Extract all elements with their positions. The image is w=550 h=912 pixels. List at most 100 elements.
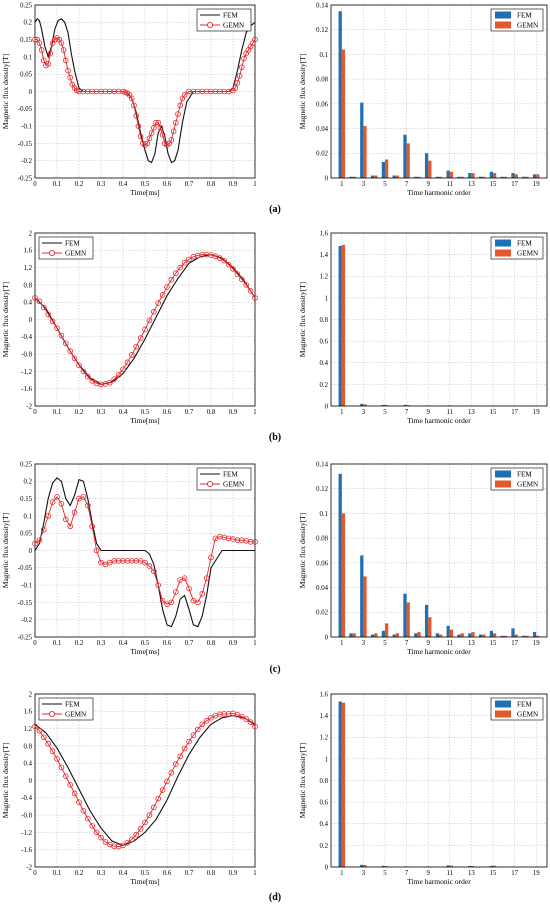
data-point-gemn [32,540,38,547]
data-point-gemn [58,764,65,771]
data-point-gemn [38,47,45,53]
x-tick-label: 0.3 [97,181,106,188]
bar-fem [468,633,472,637]
legend-swatch-fem [495,11,511,19]
y-tick-label: -2 [26,403,32,410]
data-point-gemn [186,256,192,263]
data-point-gemn [252,295,258,301]
y-tick-label: -0.8 [21,813,32,820]
data-point-gemn [115,372,122,378]
y-tick-label: -0.1 [21,124,32,131]
data-point-gemn [45,740,51,747]
data-point-gemn [107,88,113,95]
y-tick-label: -0.2 [21,158,32,165]
data-point-gemn [236,73,243,79]
bar-fem [360,555,364,637]
y-tick-label: -1.2 [21,830,32,837]
x-tick-label: 19 [533,181,540,188]
data-point-gemn [124,839,131,846]
data-point-gemn [80,368,87,375]
y-tick-label: -1.2 [21,369,32,376]
data-point-gemn [71,790,78,797]
data-point-gemn [243,282,250,288]
y-tick-label: 0.05 [20,72,32,79]
x-tick-label: 0.6 [163,409,172,416]
data-point-gemn [159,131,166,138]
data-point-gemn [58,332,65,339]
bar-gemn [417,632,421,637]
legend: FEM GEMN [38,697,94,721]
x-tick-label: 3 [362,409,366,416]
x-tick-label: 1 [340,181,343,188]
y-tick-label: -0.2 [21,617,32,624]
bar-gemn [536,635,540,637]
y-tick-label: 0.15 [20,496,32,503]
bar-gemn [417,176,421,178]
data-point-gemn [170,128,177,135]
data-point-gemn [234,537,241,543]
data-point-gemn [195,599,201,606]
x-tick-label: 0.9 [229,870,238,877]
data-point-gemn [164,284,170,290]
data-point-gemn [190,732,197,738]
x-tick-label: 0.6 [163,181,172,188]
data-point-gemn [54,494,60,500]
x-axis-label: Time harmonic order [407,416,471,425]
x-tick-label: 3 [362,640,366,647]
bar-gemn [493,173,497,178]
y-tick-label: 0.14 [316,2,328,9]
data-point-gemn [181,745,188,752]
data-point-gemn [115,88,122,95]
data-point-gemn [85,815,91,822]
legend-swatch-gemn [495,249,511,257]
bar-gemn [395,175,400,178]
time-chart-d-time: 0 0.1 0.2 0.3 0.4 0.5 0.6 0.7 0.8 0.9 1 -2 -1.6 -1.2 -… [1,691,258,886]
y-tick-label: 0.04 [316,585,328,592]
data-point-gemn [80,88,87,95]
data-point-gemn [146,135,153,142]
y-tick-label: -0.4 [21,334,32,341]
bar-fem [360,403,364,406]
bar-gemn [363,404,367,406]
bar-gemn [374,175,378,178]
data-point-gemn [199,251,206,258]
legend-label-fem: FEM [517,240,532,248]
legend-label-gemn: GEMN [517,22,539,30]
bar-fem [403,593,407,637]
y-tick-label: 0.15 [20,37,32,44]
x-tick-label: 0.5 [141,181,150,188]
data-point-gemn [247,719,254,725]
data-point-gemn [159,597,166,604]
data-point-gemn [239,64,245,71]
data-point-gemn [58,500,65,507]
data-point-gemn [234,80,241,86]
x-tick-label: 0.5 [141,870,150,877]
data-point-gemn [63,773,69,779]
data-point-gemn [203,718,210,724]
bar-gemn [449,865,454,867]
data-point-gemn [137,133,144,140]
data-point-gemn [85,88,91,95]
plot-frame [330,463,548,638]
bar-fem [349,176,353,178]
data-point-gemn [208,88,214,95]
bar-fem [338,701,342,867]
x-axis-label: Time[ms] [130,416,159,425]
bar-gemn [341,702,346,867]
time-chart-a-time: 0 0.1 0.2 0.3 0.4 0.5 0.6 0.7 0.8 0.9 1 -0.25 -0.2 -0… [1,2,258,197]
data-point-gemn [159,292,166,298]
data-point-gemn [45,513,51,519]
bar-fem [468,173,472,178]
bar-gemn [482,634,486,637]
y-tick-label: 0.12 [316,486,328,493]
bar-gemn [395,633,400,637]
data-point-gemn [225,261,232,268]
data-point-gemn [60,47,67,53]
x-axis-label: Time[ms] [130,647,159,656]
y-tick-label: 1.6 [24,248,33,255]
data-point-gemn [63,340,69,347]
bar-fem [522,176,526,178]
data-point-gemn [111,376,117,382]
x-tick-label: 0.1 [53,640,62,647]
data-point-gemn [153,119,159,126]
